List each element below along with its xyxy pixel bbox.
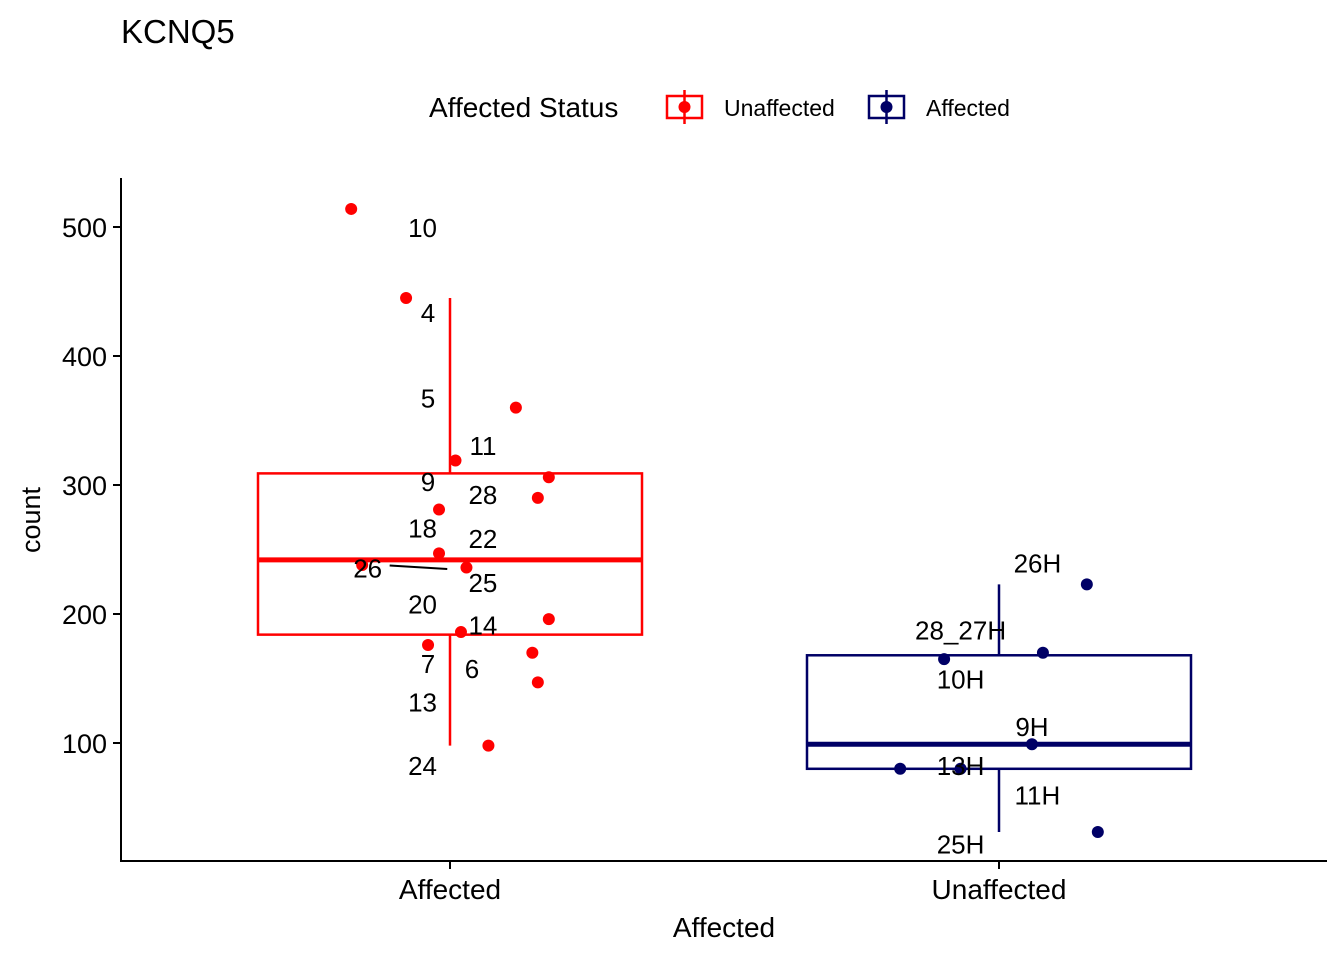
data-point: [938, 653, 951, 666]
legend: Affected Status Unaffected Affected: [429, 90, 1010, 124]
point-label: 11: [469, 431, 496, 461]
data-point: [894, 762, 907, 775]
data-point: [954, 762, 967, 775]
legend-entry-label: Unaffected: [724, 95, 835, 121]
data-point: [433, 547, 446, 560]
point-label: 10H: [937, 665, 985, 695]
y-tick-label: 200: [62, 600, 107, 630]
x-tick-label: Affected: [399, 874, 501, 905]
data-point: [449, 454, 462, 467]
data-point: [1025, 738, 1038, 751]
point-label: 5: [421, 383, 435, 413]
point-label: 22: [468, 524, 497, 554]
point-label: 26H: [1014, 548, 1062, 578]
point-label: 25H: [937, 830, 985, 860]
point-label: 20: [408, 590, 437, 620]
point-label: 18: [408, 514, 437, 544]
data-point: [454, 626, 467, 639]
point-label: 10: [408, 213, 437, 243]
y-tick-label: 300: [62, 471, 107, 501]
legend-entry-affected: Affected: [867, 90, 1010, 124]
legend-entry-label: Affected: [926, 95, 1010, 121]
data-point: [433, 503, 446, 516]
y-tick-label: 100: [62, 729, 107, 759]
data-point: [509, 401, 522, 414]
data-point: [542, 613, 555, 626]
point-label: 9H: [1015, 712, 1048, 742]
point-label: 6: [465, 654, 479, 684]
data-point: [1080, 578, 1093, 591]
plot-panel: 10 4 5 11 9 28 18 22 26 25 20 14 7 6 13 24 26H 28_27H 10H 9…: [256, 202, 1193, 860]
box-iqr: [805, 654, 1193, 771]
x-tick-label: Unaffected: [932, 874, 1067, 905]
point-label: 13H: [937, 751, 985, 781]
box-unaffected: [805, 584, 1193, 833]
y-tick-label: 500: [62, 213, 107, 243]
point-label: 26: [353, 554, 382, 584]
point-label: 14: [468, 610, 497, 640]
point-label: 28_27H: [915, 615, 1006, 645]
data-point: [526, 646, 539, 659]
y-tick-label: 400: [62, 342, 107, 372]
data-point: [460, 561, 473, 574]
data-point: [400, 291, 413, 304]
data-point: [422, 638, 435, 651]
legend-key-point: [880, 101, 893, 113]
point-label: 13: [408, 688, 437, 718]
legend-key-point: [678, 101, 691, 113]
point-label: 11H: [1015, 781, 1061, 811]
point-label: 28: [468, 480, 497, 510]
chart-title: KCNQ5: [121, 13, 235, 50]
data-point: [531, 491, 544, 504]
data-point: [542, 471, 555, 484]
point-label: 25: [468, 568, 497, 598]
point-label: 24: [408, 751, 437, 781]
box-affected: [256, 297, 644, 746]
point-label: 7: [421, 649, 435, 679]
data-point: [1036, 646, 1049, 659]
legend-entry-unaffected: Unaffected: [665, 90, 835, 124]
x-axis: Affected Unaffected Affected: [120, 860, 1327, 943]
data-point: [356, 558, 369, 571]
point-label: 4: [421, 298, 435, 328]
data-point: [1091, 826, 1104, 839]
y-axis-label: count: [16, 486, 46, 553]
data-point: [482, 739, 495, 752]
y-axis: 100 200 300 400 500 count: [16, 178, 122, 862]
x-axis-label: Affected: [673, 912, 775, 943]
data-point: [345, 202, 358, 215]
legend-title: Affected Status: [429, 92, 618, 123]
point-label: 9: [421, 467, 435, 497]
box-iqr: [256, 472, 644, 636]
data-point: [531, 676, 544, 689]
label-leader-line: [389, 564, 448, 570]
